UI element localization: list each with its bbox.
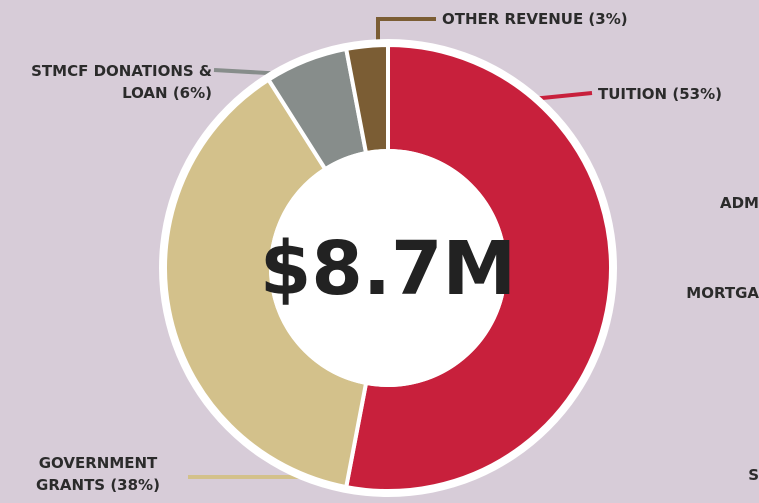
slice-label: OTHER REVENUE (3%) (442, 10, 628, 28)
slice-label: TUITION (53%) (598, 85, 722, 103)
clipped-label: MORTGA (686, 284, 759, 302)
donut-hole (269, 149, 507, 387)
leader-line (376, 17, 436, 46)
center-label: $8.7M (260, 226, 516, 312)
clipped-label: ADM (720, 194, 759, 212)
clipped-label: S (748, 466, 759, 484)
slice-label: STMCF DONATIONS & LOAN (6%) (31, 62, 212, 102)
slice-label: GOVERNMENT GRANTS (38%) (36, 454, 160, 494)
